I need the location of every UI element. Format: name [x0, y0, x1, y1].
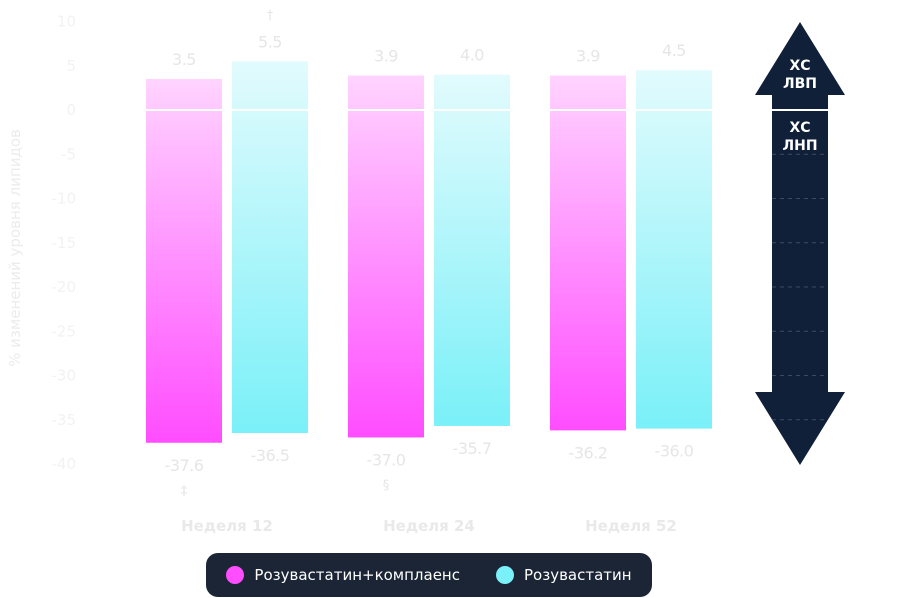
bar-combo-3 [550, 75, 626, 431]
significance-mark: ‡ [181, 484, 188, 499]
x-category-label: Неделя 52 [585, 517, 677, 535]
significance-mark: § [383, 478, 390, 493]
data-label-hdl: 5.5 [258, 32, 282, 51]
x-category-label: Неделя 12 [181, 517, 273, 535]
y-tick-label: -40 [52, 455, 77, 473]
significance-mark: † [267, 8, 274, 23]
data-label-hdl: 4.0 [460, 46, 484, 65]
arrow-dashes [772, 153, 828, 421]
y-tick-label: 10 [57, 13, 76, 31]
y-tick-label: -10 [52, 190, 77, 208]
data-label-ldl: -36.5 [251, 446, 290, 465]
legend-label-rosuvastatin: Розувастатин [524, 566, 632, 584]
data-label-ldl: -35.7 [453, 439, 492, 458]
legend-label-combo: Розувастатин+комплаенс [254, 566, 460, 584]
legend-swatch-pink [226, 566, 245, 584]
data-label-ldl: -37.6 [165, 456, 204, 475]
legend: Розувастатин+комплаенс Розувастатин [206, 553, 652, 597]
y-axis: 10 5 0 -5 -10 -15 -20 -25 -30 -35 -40 [52, 13, 77, 474]
arrow-up-label-line2: ЛВП [783, 76, 817, 92]
bar-rosuvastatin-2 [434, 74, 510, 426]
data-label-hdl: 3.9 [576, 46, 600, 65]
bar-rosuvastatin-3 [636, 70, 712, 429]
y-tick-label: -35 [52, 411, 77, 429]
legend-item-combo: Розувастатин+комплаенс [226, 566, 460, 584]
bar-combo-2 [348, 75, 424, 438]
bar-combo-1 [146, 79, 222, 443]
legend-swatch-cyan [496, 566, 514, 584]
y-tick-label: -30 [52, 367, 77, 385]
y-tick-label: -15 [52, 234, 77, 252]
double-arrow-shape [755, 22, 845, 465]
arrow-down-label-line1: ХС [789, 120, 810, 136]
data-label-ldl: -37.0 [367, 450, 406, 469]
legend-item-rosuvastatin: Розувастатин [496, 566, 632, 584]
y-tick-label: 0 [66, 101, 76, 119]
y-tick-label: -5 [61, 145, 76, 163]
y-tick-label: 5 [66, 57, 76, 75]
y-axis-title: % изменений уровня липидов [6, 129, 24, 367]
arrow-down-label-line2: ЛНП [782, 138, 817, 154]
data-label-ldl: -36.2 [569, 443, 608, 462]
x-category-label: Неделя 24 [383, 517, 475, 535]
y-tick-label: -20 [52, 278, 77, 296]
labels-group: 3.5 -37.6 5.5 -36.5 Неделя 12 3.9 -37.0 4.0 -35.… [165, 8, 695, 535]
bar-rosuvastatin-1 [232, 61, 308, 434]
hdl-ldl-arrow: ХС ЛВП ХС ЛНП [755, 22, 845, 465]
data-label-hdl: 3.5 [172, 50, 196, 69]
arrow-up-label-line1: ХС [789, 58, 810, 74]
data-label-hdl: 4.5 [662, 41, 686, 60]
data-label-hdl: 3.9 [374, 46, 398, 65]
bars-group [146, 61, 712, 443]
y-tick-label: -25 [52, 322, 77, 340]
data-label-ldl: -36.0 [655, 442, 694, 461]
